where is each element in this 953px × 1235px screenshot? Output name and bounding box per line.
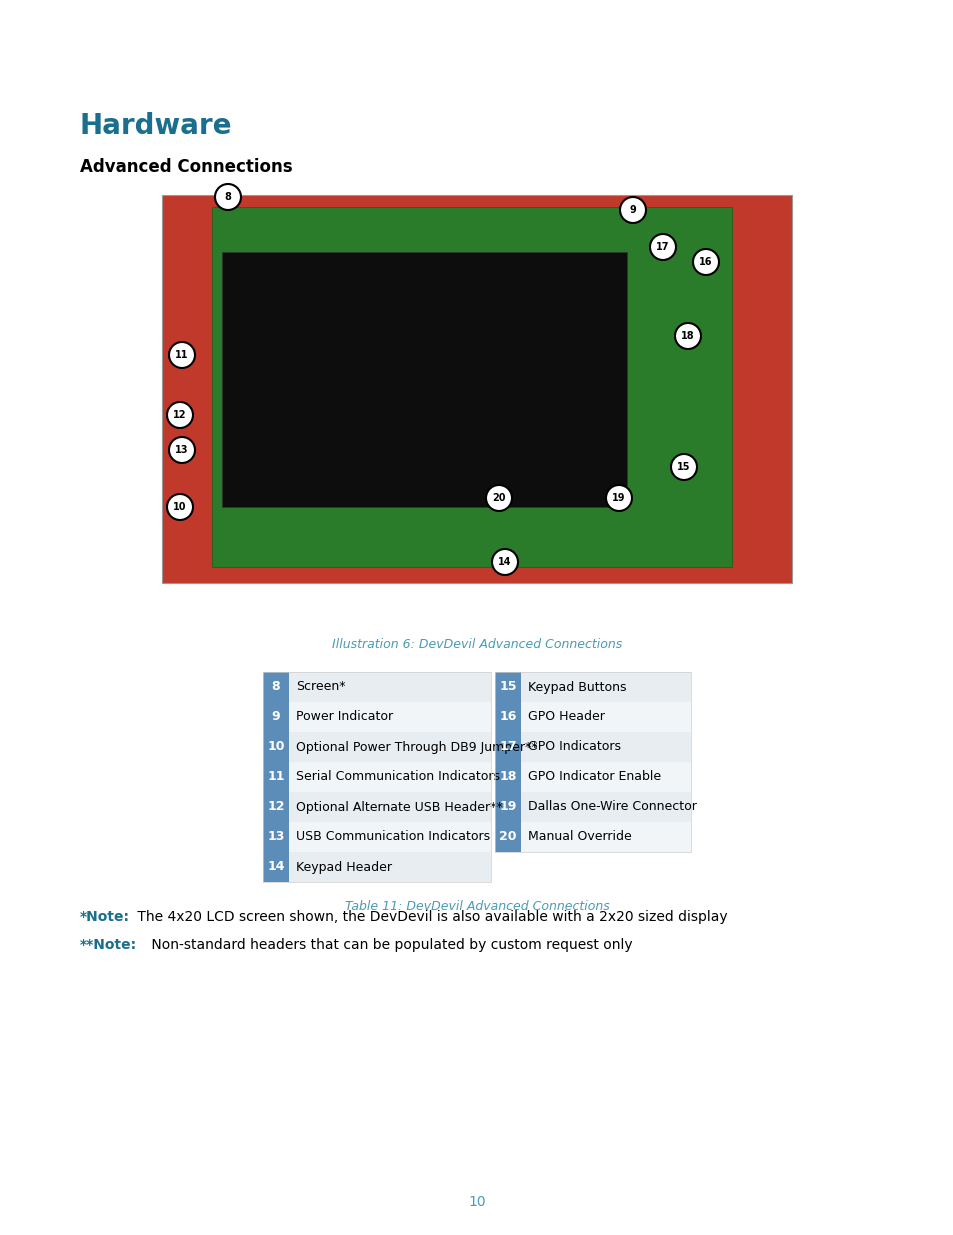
Text: Screen*: Screen* (295, 680, 345, 694)
Text: 19: 19 (498, 800, 517, 814)
Circle shape (675, 324, 700, 350)
Text: 20: 20 (498, 830, 517, 844)
Text: **Note:: **Note: (80, 939, 137, 952)
Text: 12: 12 (173, 410, 187, 420)
FancyBboxPatch shape (263, 672, 289, 701)
Text: 12: 12 (267, 800, 284, 814)
FancyBboxPatch shape (263, 672, 491, 701)
FancyBboxPatch shape (495, 823, 690, 852)
FancyBboxPatch shape (263, 701, 491, 732)
Text: Manual Override: Manual Override (527, 830, 631, 844)
Circle shape (167, 403, 193, 429)
Text: Power Indicator: Power Indicator (295, 710, 393, 724)
Circle shape (169, 342, 194, 368)
FancyBboxPatch shape (495, 823, 520, 852)
FancyBboxPatch shape (263, 852, 491, 882)
Text: 20: 20 (492, 493, 505, 503)
Circle shape (169, 437, 194, 463)
Circle shape (492, 550, 517, 576)
FancyBboxPatch shape (495, 732, 520, 762)
Text: 16: 16 (699, 257, 712, 267)
FancyBboxPatch shape (263, 732, 491, 762)
Text: 13: 13 (267, 830, 284, 844)
Text: 17: 17 (656, 242, 669, 252)
Text: 8: 8 (272, 680, 280, 694)
FancyBboxPatch shape (263, 762, 491, 792)
Text: 14: 14 (497, 557, 511, 567)
Circle shape (214, 184, 241, 210)
FancyBboxPatch shape (162, 195, 791, 583)
Text: Dallas One-Wire Connector: Dallas One-Wire Connector (527, 800, 696, 814)
FancyBboxPatch shape (263, 792, 289, 823)
FancyBboxPatch shape (263, 852, 289, 882)
Text: 9: 9 (272, 710, 280, 724)
Text: 10: 10 (173, 501, 187, 513)
FancyBboxPatch shape (263, 762, 289, 792)
Text: GPO Indicators: GPO Indicators (527, 741, 620, 753)
Text: 18: 18 (680, 331, 694, 341)
Circle shape (692, 249, 719, 275)
FancyBboxPatch shape (263, 701, 289, 732)
Text: 13: 13 (175, 445, 189, 454)
Text: 11: 11 (175, 350, 189, 359)
Text: *Note:: *Note: (80, 910, 130, 924)
FancyBboxPatch shape (263, 732, 289, 762)
Text: 15: 15 (498, 680, 517, 694)
FancyBboxPatch shape (495, 701, 520, 732)
FancyBboxPatch shape (495, 672, 520, 701)
Text: 14: 14 (267, 861, 284, 873)
Text: 19: 19 (612, 493, 625, 503)
Text: Table 11: DevDevil Advanced Connections: Table 11: DevDevil Advanced Connections (344, 900, 609, 913)
FancyBboxPatch shape (495, 792, 690, 823)
Text: 18: 18 (498, 771, 517, 783)
FancyBboxPatch shape (263, 823, 491, 852)
Text: Optional Power Through DB9 Jumper**: Optional Power Through DB9 Jumper** (295, 741, 537, 753)
Text: Illustration 6: DevDevil Advanced Connections: Illustration 6: DevDevil Advanced Connec… (332, 638, 621, 651)
FancyBboxPatch shape (222, 252, 626, 508)
Text: Serial Communication Indicators: Serial Communication Indicators (295, 771, 499, 783)
Text: 10: 10 (468, 1195, 485, 1209)
Text: 10: 10 (267, 741, 284, 753)
Text: 17: 17 (498, 741, 517, 753)
Text: Advanced Connections: Advanced Connections (80, 158, 293, 177)
Circle shape (485, 485, 512, 511)
Text: 16: 16 (498, 710, 517, 724)
FancyBboxPatch shape (495, 762, 690, 792)
FancyBboxPatch shape (263, 792, 491, 823)
Text: Optional Alternate USB Header**: Optional Alternate USB Header** (295, 800, 502, 814)
FancyBboxPatch shape (495, 762, 520, 792)
FancyBboxPatch shape (212, 207, 731, 567)
FancyBboxPatch shape (495, 701, 690, 732)
FancyBboxPatch shape (495, 672, 690, 701)
FancyBboxPatch shape (263, 823, 289, 852)
Text: 8: 8 (224, 191, 232, 203)
Text: GPO Indicator Enable: GPO Indicator Enable (527, 771, 660, 783)
Text: Keypad Buttons: Keypad Buttons (527, 680, 626, 694)
Text: 15: 15 (677, 462, 690, 472)
Circle shape (619, 198, 645, 224)
Text: Hardware: Hardware (80, 112, 233, 140)
FancyBboxPatch shape (495, 792, 520, 823)
FancyBboxPatch shape (495, 732, 690, 762)
Circle shape (649, 233, 676, 261)
Text: 9: 9 (629, 205, 636, 215)
Circle shape (670, 454, 697, 480)
Text: 11: 11 (267, 771, 284, 783)
Text: The 4x20 LCD screen shown, the DevDevil is also available with a 2x20 sized disp: The 4x20 LCD screen shown, the DevDevil … (132, 910, 727, 924)
Text: GPO Header: GPO Header (527, 710, 604, 724)
Circle shape (167, 494, 193, 520)
Text: Keypad Header: Keypad Header (295, 861, 392, 873)
Text: USB Communication Indicators: USB Communication Indicators (295, 830, 490, 844)
Circle shape (605, 485, 631, 511)
Text: Non-standard headers that can be populated by custom request only: Non-standard headers that can be populat… (147, 939, 632, 952)
